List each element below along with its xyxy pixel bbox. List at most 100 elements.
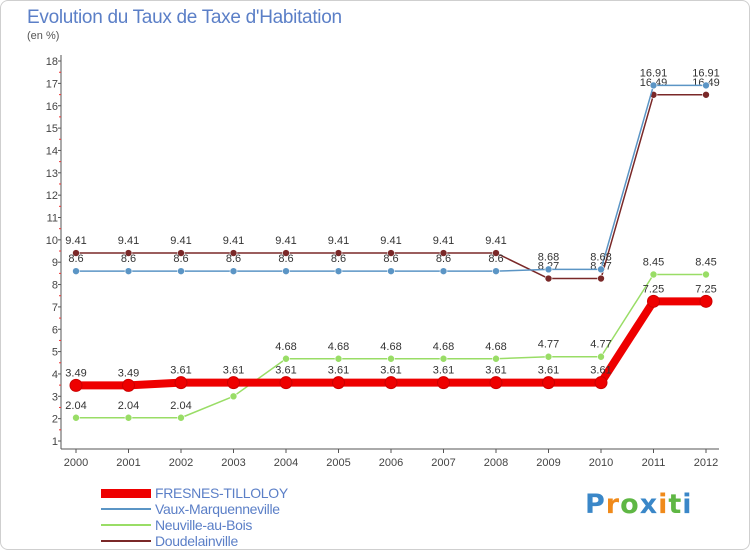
data-point-vaux-marquenneville: [439, 267, 448, 275]
data-label-fresnes-tilloloy: 3.49: [65, 367, 86, 379]
x-tick-label: 2007: [431, 457, 455, 469]
data-label-fresnes-tilloloy: 3.61: [433, 365, 454, 377]
data-label-vaux-marquenneville: 8.6: [331, 253, 346, 265]
data-point-neuville-au-bois: [439, 354, 448, 363]
data-point-doudelainville: [282, 249, 290, 257]
data-point-fresnes-tilloloy: [437, 376, 450, 390]
data-label-doudelainville: 9.41: [433, 235, 454, 247]
data-point-fresnes-tilloloy: [647, 294, 660, 308]
data-label-neuville-au-bois: 4.77: [590, 339, 611, 351]
y-tick-label: 2: [52, 414, 58, 426]
data-point-vaux-marquenneville: [177, 267, 185, 275]
data-point-doudelainville: [387, 249, 395, 257]
data-point-doudelainville: [492, 249, 500, 257]
data-point-neuville-au-bois: [72, 413, 80, 422]
proxiti-logo: Proxiti: [585, 489, 693, 520]
data-label-neuville-au-bois: 2.04: [118, 400, 139, 412]
data-label-neuville-au-bois: 4.68: [485, 341, 506, 353]
data-point-fresnes-tilloloy: [227, 376, 240, 390]
data-label-vaux-marquenneville: 8.6: [436, 253, 451, 265]
data-point-doudelainville: [124, 249, 133, 257]
data-label-vaux-marquenneville: 16.91: [692, 67, 720, 79]
data-label-neuville-au-bois: 2.04: [170, 400, 191, 412]
data-label-vaux-marquenneville: 8.6: [121, 253, 136, 265]
y-tick-label: 10: [46, 235, 58, 247]
legend-swatch-neuville-au-bois: [101, 524, 151, 526]
data-label-doudelainville: 9.41: [485, 235, 506, 247]
data-label-neuville-au-bois: 8.45: [643, 256, 664, 268]
data-point-neuville-au-bois: [334, 354, 343, 363]
logo-letter: i: [682, 489, 693, 520]
data-label-vaux-marquenneville: 16.91: [640, 67, 668, 79]
data-point-fresnes-tilloloy: [279, 376, 293, 390]
data-label-doudelainville: 9.41: [118, 235, 139, 247]
x-tick-label: 2000: [64, 457, 88, 469]
data-point-vaux-marquenneville: [544, 265, 553, 274]
data-point-fresnes-tilloloy: [122, 378, 135, 392]
data-label-fresnes-tilloloy: 3.61: [485, 365, 506, 377]
data-label-doudelainville: 9.41: [65, 235, 86, 247]
data-point-vaux-marquenneville: [282, 267, 290, 275]
data-label-neuville-au-bois: 4.68: [328, 341, 349, 353]
data-label-vaux-marquenneville: 8.6: [173, 253, 188, 265]
data-label-doudelainville: 9.41: [380, 235, 401, 247]
data-point-fresnes-tilloloy: [332, 376, 345, 390]
unit-label: (en %): [27, 30, 60, 42]
legend-label-fresnes-tilloloy: FRESNES-TILLOLOY: [155, 485, 288, 501]
data-point-neuville-au-bois: [702, 270, 710, 279]
logo-letter: i: [658, 489, 669, 520]
data-point-vaux-marquenneville: [229, 267, 238, 275]
x-tick-label: 2006: [379, 457, 403, 469]
data-point-vaux-marquenneville: [492, 267, 500, 275]
data-label-doudelainville: 9.41: [275, 235, 296, 247]
data-label-doudelainville: 9.41: [223, 235, 244, 247]
data-point-neuville-au-bois: [544, 352, 553, 361]
y-tick-label: 5: [52, 347, 58, 359]
chart-title: Evolution du Taux de Taxe d'Habitation: [27, 7, 342, 28]
data-label-vaux-marquenneville: 8.6: [383, 253, 398, 265]
logo-letter: x: [639, 489, 659, 520]
y-tick-label: 11: [47, 213, 58, 225]
y-tick-label: 16: [46, 101, 58, 113]
x-tick-label: 2009: [536, 457, 560, 469]
y-tick-label: 13: [46, 168, 58, 180]
data-label-neuville-au-bois: 2.04: [65, 400, 86, 412]
legend-item-vaux-marquenneville: Vaux-Marquenneville: [101, 501, 280, 517]
y-tick-label: 9: [52, 257, 58, 269]
data-point-fresnes-tilloloy: [594, 376, 608, 390]
logo-letter: r: [605, 489, 621, 520]
legend-label-doudelainville: Doudelainville: [155, 533, 238, 549]
data-point-doudelainville: [72, 249, 80, 257]
data-point-neuville-au-bois: [124, 413, 133, 422]
data-label-doudelainville: 9.41: [170, 235, 191, 247]
data-label-doudelainville: 9.41: [328, 235, 349, 247]
data-point-vaux-marquenneville: [334, 267, 343, 275]
data-point-doudelainville: [702, 90, 710, 99]
y-tick-label: 6: [52, 324, 58, 336]
data-point-fresnes-tilloloy: [174, 376, 188, 390]
y-tick-label: 1: [52, 436, 58, 448]
legend-swatch-doudelainville: [101, 540, 151, 542]
x-tick-label: 2003: [221, 457, 245, 469]
logo-letter: t: [668, 489, 683, 520]
data-point-vaux-marquenneville: [124, 267, 133, 275]
x-tick-label: 2010: [589, 457, 613, 469]
y-tick-label: 4: [52, 369, 58, 381]
legend-swatch-vaux-marquenneville: [101, 508, 151, 510]
x-tick-label: 2011: [642, 457, 666, 469]
data-point-neuville-au-bois: [597, 352, 605, 361]
data-label-neuville-au-bois: 4.68: [380, 341, 401, 353]
data-point-doudelainville: [597, 274, 605, 283]
data-label-vaux-marquenneville: 8.6: [488, 253, 503, 265]
data-label-vaux-marquenneville: 8.6: [68, 253, 83, 265]
y-tick-label: 8: [52, 280, 58, 292]
logo-letter: P: [585, 489, 606, 520]
data-point-fresnes-tilloloy: [699, 294, 713, 308]
data-point-vaux-marquenneville: [702, 81, 710, 90]
data-label-neuville-au-bois: 4.68: [433, 341, 454, 353]
data-point-neuville-au-bois: [492, 354, 500, 363]
data-label-fresnes-tilloloy: 3.61: [590, 365, 611, 377]
y-tick-label: 15: [46, 123, 58, 135]
